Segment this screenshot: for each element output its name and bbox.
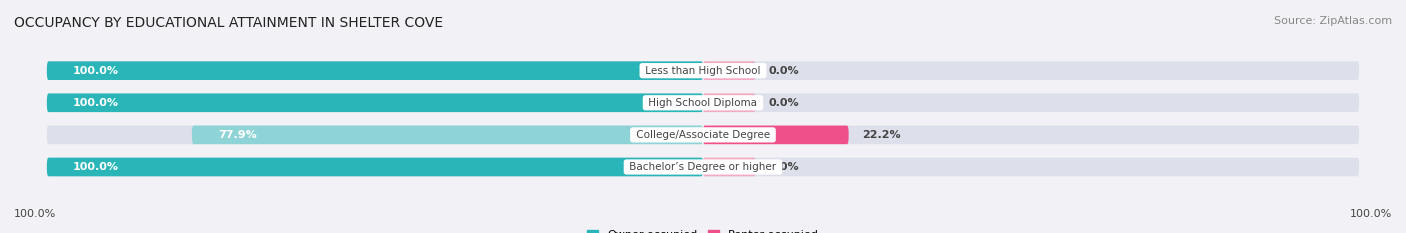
Text: 77.9%: 77.9% <box>218 130 257 140</box>
Text: Less than High School: Less than High School <box>643 66 763 76</box>
Text: College/Associate Degree: College/Associate Degree <box>633 130 773 140</box>
Text: 0.0%: 0.0% <box>769 162 799 172</box>
FancyBboxPatch shape <box>703 61 1360 80</box>
Text: 100.0%: 100.0% <box>73 66 120 76</box>
FancyBboxPatch shape <box>703 126 849 144</box>
Text: 100.0%: 100.0% <box>1350 209 1392 219</box>
FancyBboxPatch shape <box>703 93 1360 112</box>
FancyBboxPatch shape <box>703 93 755 112</box>
Text: High School Diploma: High School Diploma <box>645 98 761 108</box>
FancyBboxPatch shape <box>46 61 703 80</box>
Text: 100.0%: 100.0% <box>73 98 120 108</box>
Text: 22.2%: 22.2% <box>862 130 900 140</box>
Text: 0.0%: 0.0% <box>769 66 799 76</box>
FancyBboxPatch shape <box>46 93 703 112</box>
FancyBboxPatch shape <box>191 126 703 144</box>
FancyBboxPatch shape <box>46 61 703 80</box>
FancyBboxPatch shape <box>703 61 755 80</box>
FancyBboxPatch shape <box>46 126 703 144</box>
FancyBboxPatch shape <box>46 158 703 176</box>
Text: 100.0%: 100.0% <box>14 209 56 219</box>
Text: Source: ZipAtlas.com: Source: ZipAtlas.com <box>1274 16 1392 26</box>
FancyBboxPatch shape <box>46 93 703 112</box>
FancyBboxPatch shape <box>703 158 755 176</box>
FancyBboxPatch shape <box>703 158 1360 176</box>
Text: 0.0%: 0.0% <box>769 98 799 108</box>
FancyBboxPatch shape <box>703 126 1360 144</box>
Text: 100.0%: 100.0% <box>73 162 120 172</box>
Text: Bachelor’s Degree or higher: Bachelor’s Degree or higher <box>626 162 780 172</box>
Legend: Owner-occupied, Renter-occupied: Owner-occupied, Renter-occupied <box>586 230 820 233</box>
Text: OCCUPANCY BY EDUCATIONAL ATTAINMENT IN SHELTER COVE: OCCUPANCY BY EDUCATIONAL ATTAINMENT IN S… <box>14 16 443 30</box>
FancyBboxPatch shape <box>46 158 703 176</box>
